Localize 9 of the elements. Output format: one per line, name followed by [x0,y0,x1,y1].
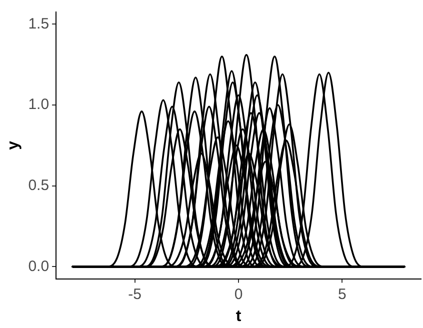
y-tick-label: 0.5 [28,176,50,194]
y-tick-label: 1.5 [28,15,50,32]
x-tick-label: -5 [128,286,142,303]
x-tick-label: 5 [338,286,346,303]
x-axis-title: t [236,308,242,325]
y-tick-label: 1.0 [28,96,50,114]
y-tick-label: 0.0 [28,258,50,275]
x-tick-label: 0 [234,286,243,303]
y-axis-title: y [5,140,22,150]
